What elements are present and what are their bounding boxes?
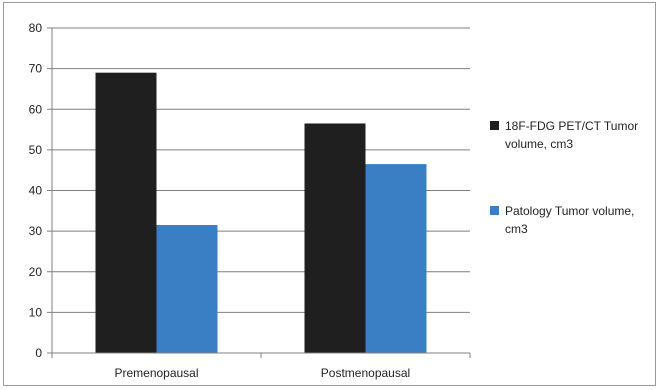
y-tick-label: 40 [29, 184, 43, 198]
legend-swatch [490, 206, 499, 215]
y-tick-label: 60 [29, 102, 43, 116]
legend: 18F-FDG PET/CT Tumor volume, cm3 Patology … [490, 119, 638, 236]
y-axis-tick-labels: 0 10 20 30 40 50 60 70 80 [29, 21, 43, 360]
y-tick-label: 80 [29, 21, 43, 35]
bars [96, 73, 427, 353]
x-axis-category-labels: Premenopausal Postmenopausal [114, 366, 410, 380]
legend-swatch [490, 121, 499, 130]
x-category-label: Premenopausal [114, 366, 198, 380]
y-tick-label: 20 [29, 265, 43, 279]
y-tick-label: 0 [35, 346, 42, 360]
y-tick-label: 70 [29, 62, 43, 76]
y-tick-label: 30 [29, 224, 43, 238]
y-tick-label: 10 [29, 305, 43, 319]
bar-pathology-premenopausal [157, 225, 218, 353]
bar-pet-ct-postmenopausal [305, 123, 366, 353]
bar-pathology-postmenopausal [366, 164, 427, 353]
bar-pet-ct-premenopausal [96, 73, 157, 353]
legend-label: Patology Tumor volume, cm3 [505, 204, 634, 236]
legend-label: 18F-FDG PET/CT Tumor volume, cm3 [505, 119, 638, 151]
y-tick-label: 50 [29, 143, 43, 157]
x-category-label: Postmenopausal [321, 366, 410, 380]
